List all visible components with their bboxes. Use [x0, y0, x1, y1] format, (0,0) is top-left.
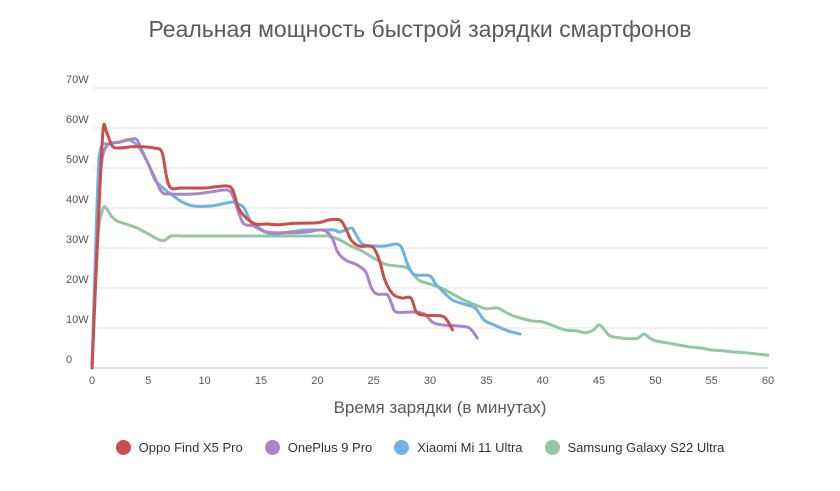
x-tick-label: 50 — [649, 375, 661, 387]
legend-item: OnePlus 9 Pro — [264, 440, 373, 455]
tick-layer: 0 10W 20W 30W 40W 50W 60W 70W 0 5 10 15 20 25 30 35 40 45… — [66, 74, 774, 387]
series-line-oneplus-9-pro — [90, 137, 479, 370]
y-tick-label: 30W — [66, 234, 89, 246]
legend-item: Oppo Find X5 Pro — [115, 440, 243, 455]
x-tick-label: 15 — [255, 375, 267, 387]
x-tick-label: 30 — [424, 375, 436, 387]
legend-label: OnePlus 9 Pro — [287, 440, 373, 455]
y-tick-label: 10W — [66, 314, 89, 326]
x-tick-label: 25 — [368, 375, 380, 387]
legend-swatch — [264, 440, 280, 455]
series-line-xiaomi-mi-11-ultra — [90, 138, 522, 370]
series-line-samsung-galaxy-s22-ultra — [90, 205, 770, 370]
y-tick-label: 70W — [66, 74, 89, 86]
legend-swatch — [544, 440, 560, 455]
x-tick-label: 55 — [706, 375, 718, 387]
y-tick-label: 50W — [66, 154, 89, 166]
series-line-oppo-find-x5-pro — [90, 122, 454, 370]
series-layer — [90, 122, 770, 370]
grid-layer — [92, 87, 768, 369]
legend-label: Oppo Find X5 Pro — [138, 440, 243, 455]
x-axis-title: Время зарядки (в минутах) — [333, 398, 547, 417]
x-tick-label: 45 — [593, 375, 605, 387]
x-tick-label: 20 — [311, 375, 323, 387]
y-tick-label: 0 — [66, 354, 72, 366]
legend-label: Samsung Galaxy S22 Ultra — [567, 440, 725, 455]
y-tick-label: 40W — [66, 194, 89, 206]
legend-swatch — [394, 440, 410, 455]
x-tick-label: 60 — [762, 375, 774, 387]
x-tick-label: 40 — [537, 375, 549, 387]
x-tick-label: 5 — [145, 375, 151, 387]
x-tick-label: 10 — [199, 375, 211, 387]
chart-title: Реальная мощность быстрой зарядки смартф… — [148, 16, 692, 42]
x-tick-label: 35 — [480, 375, 492, 387]
y-tick-label: 20W — [66, 274, 89, 286]
y-tick-label: 60W — [66, 114, 89, 126]
legend: Oppo Find X5 Pro OnePlus 9 Pro Xiaomi Mi 1… — [0, 440, 840, 455]
legend-item: Xiaomi Mi 11 Ultra — [394, 440, 523, 455]
legend-swatch — [115, 440, 131, 455]
legend-label: Xiaomi Mi 11 Ultra — [417, 440, 523, 455]
legend-item: Samsung Galaxy S22 Ultra — [544, 440, 725, 455]
x-tick-label: 0 — [89, 375, 95, 387]
